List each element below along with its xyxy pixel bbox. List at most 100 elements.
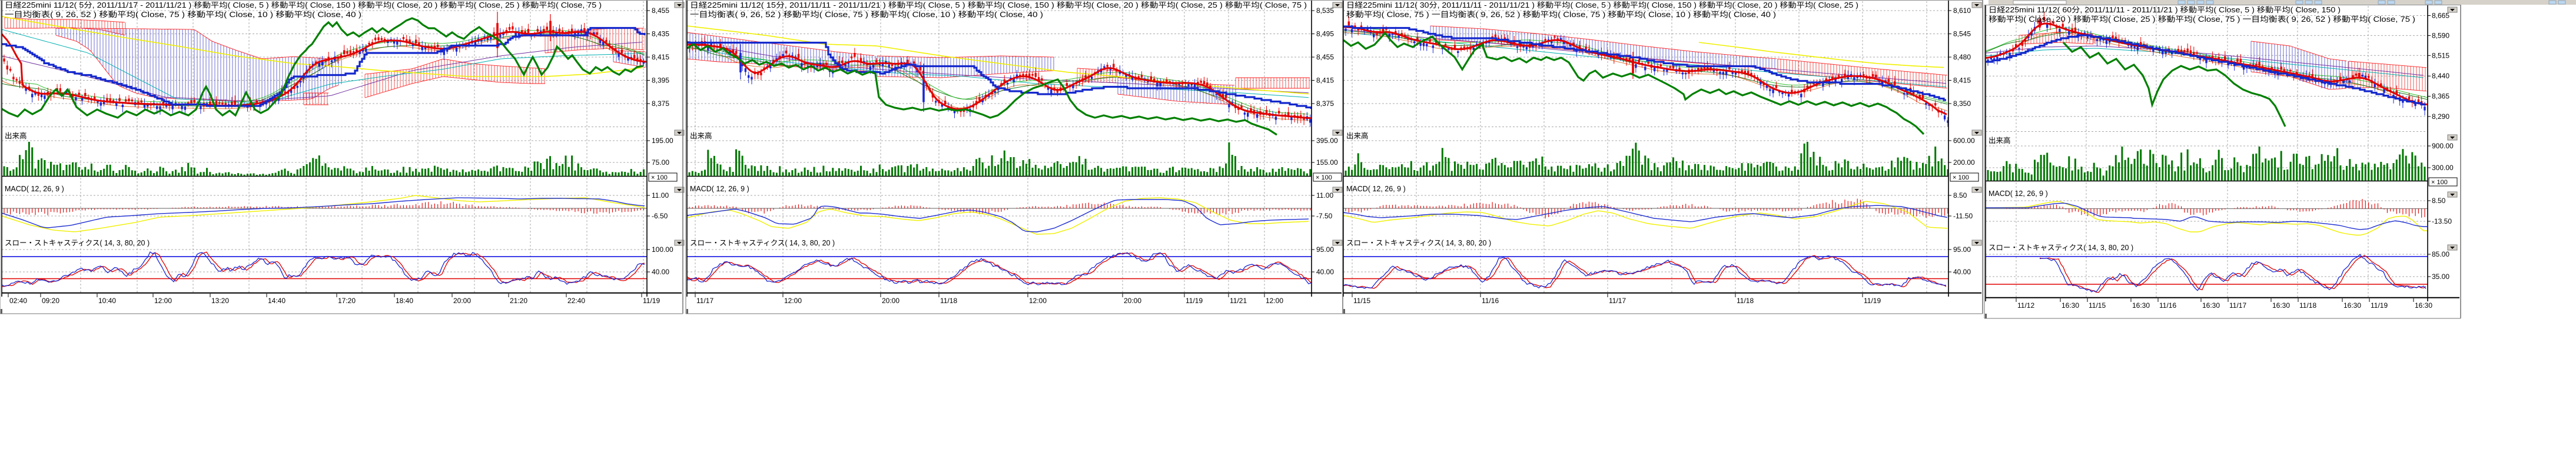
- svg-text:11/19: 11/19: [2371, 301, 2388, 310]
- svg-text:8,375: 8,375: [1316, 99, 1334, 108]
- svg-text:40.00: 40.00: [652, 268, 669, 276]
- svg-text:8,495: 8,495: [1316, 30, 1334, 38]
- svg-text:900.00: 900.00: [2432, 142, 2454, 150]
- svg-text:75.00: 75.00: [652, 158, 669, 167]
- svg-text:16:30: 16:30: [2343, 301, 2361, 310]
- svg-text:11/16: 11/16: [2159, 301, 2176, 310]
- svg-text:移動平均( Close, 20 ) 移動平均( Clos: 移動平均( Close, 20 ) 移動平均( Close, 25 ) 移動平均…: [1989, 15, 2415, 24]
- svg-text:× 100: × 100: [1316, 174, 1332, 181]
- svg-text:11/15: 11/15: [2089, 301, 2106, 310]
- svg-text:13:20: 13:20: [211, 297, 229, 305]
- svg-text:8,515: 8,515: [2432, 51, 2449, 59]
- svg-text:8,455: 8,455: [652, 6, 669, 15]
- svg-text:日経225mini 11/12( 5分, 2011/11/1: 日経225mini 11/12( 5分, 2011/11/17 - 2011/1…: [5, 1, 602, 9]
- svg-text:10:40: 10:40: [98, 297, 116, 305]
- svg-text:195.00: 195.00: [652, 137, 673, 145]
- svg-text:14:40: 14:40: [268, 297, 286, 305]
- svg-text:スロー・ストキャスティクス( 14, 3, 80, 20 ): スロー・ストキャスティクス( 14, 3, 80, 20 ): [1989, 244, 2133, 252]
- svg-text:02:40: 02:40: [9, 297, 27, 305]
- svg-text:11/19: 11/19: [1864, 297, 1881, 305]
- svg-text:MACD( 12, 26, 9 ): MACD( 12, 26, 9 ): [1346, 185, 1406, 193]
- svg-text:11/18: 11/18: [2299, 301, 2316, 310]
- svg-text:一目均衡表( 9, 26, 52 ) 移動平均( Clo: 一目均衡表( 9, 26, 52 ) 移動平均( Close, 75 ) 移動平…: [5, 11, 361, 19]
- svg-text:40.00: 40.00: [1316, 268, 1334, 276]
- svg-text:8,610: 8,610: [1953, 6, 1971, 15]
- svg-text:日経225mini 11/12( 60分, 2011/11/: 日経225mini 11/12( 60分, 2011/11/11 - 2011/…: [1989, 6, 2341, 14]
- svg-text:12:00: 12:00: [784, 297, 802, 305]
- svg-text:スロー・ストキャスティクス( 14, 3, 80, 20 ): スロー・ストキャスティクス( 14, 3, 80, 20 ): [1346, 239, 1491, 247]
- svg-text:8,590: 8,590: [2432, 31, 2449, 39]
- svg-text:-6.50: -6.50: [652, 212, 668, 220]
- svg-text:日経225mini 11/12( 15分, 2011/11/: 日経225mini 11/12( 15分, 2011/11/11 - 2011/…: [690, 1, 1307, 9]
- svg-text:11.00: 11.00: [652, 191, 669, 200]
- svg-text:8,435: 8,435: [652, 30, 669, 38]
- svg-text:16:30: 16:30: [2132, 301, 2150, 310]
- svg-text:11/16: 11/16: [1482, 297, 1499, 305]
- svg-text:40.00: 40.00: [1953, 268, 1971, 276]
- svg-text:11/19: 11/19: [643, 297, 660, 305]
- svg-text:21:20: 21:20: [510, 297, 527, 305]
- svg-text:20:00: 20:00: [453, 297, 471, 305]
- svg-text:09:20: 09:20: [42, 297, 59, 305]
- svg-text:一目均衡表( 9, 26, 52 ) 移動平均( Clo: 一目均衡表( 9, 26, 52 ) 移動平均( Close, 75 ) 移動平…: [690, 11, 1043, 19]
- svg-text:11/17: 11/17: [1609, 297, 1626, 305]
- svg-text:8,455: 8,455: [1316, 53, 1334, 61]
- svg-text:17:20: 17:20: [338, 297, 356, 305]
- svg-text:11.00: 11.00: [1316, 191, 1333, 200]
- svg-text:スロー・ストキャスティクス( 14, 3, 80, 20 ): スロー・ストキャスティクス( 14, 3, 80, 20 ): [5, 239, 150, 247]
- svg-text:8,440: 8,440: [2432, 72, 2449, 80]
- svg-text:11/19: 11/19: [1186, 297, 1203, 305]
- svg-text:20:00: 20:00: [882, 297, 899, 305]
- svg-text:35.00: 35.00: [2432, 272, 2449, 281]
- svg-text:11/18: 11/18: [940, 297, 957, 305]
- svg-text:16:30: 16:30: [2202, 301, 2220, 310]
- svg-text:8,415: 8,415: [1316, 77, 1334, 85]
- svg-text:× 100: × 100: [1953, 174, 1969, 181]
- svg-text:-11.50: -11.50: [1953, 212, 1973, 220]
- svg-text:出来高: 出来高: [1989, 136, 2011, 145]
- svg-text:16:30: 16:30: [2272, 301, 2290, 310]
- svg-text:11/21: 11/21: [1230, 297, 1247, 305]
- svg-text:11/17: 11/17: [2229, 301, 2246, 310]
- svg-text:-7.50: -7.50: [1316, 212, 1333, 220]
- svg-text:11/12: 11/12: [2017, 301, 2034, 310]
- svg-text:22:40: 22:40: [567, 297, 585, 305]
- svg-text:-13.50: -13.50: [2432, 217, 2452, 225]
- svg-text:8,350: 8,350: [1953, 99, 1971, 108]
- svg-text:日経225mini 11/12( 30分, 2011/11/: 日経225mini 11/12( 30分, 2011/11/11 - 2011/…: [1346, 1, 1858, 9]
- svg-text:300.00: 300.00: [2432, 164, 2454, 172]
- svg-text:8,545: 8,545: [1953, 30, 1971, 38]
- svg-text:MACD( 12, 26, 9 ): MACD( 12, 26, 9 ): [5, 185, 64, 193]
- svg-text:8,375: 8,375: [652, 99, 669, 108]
- svg-text:11/18: 11/18: [1737, 297, 1754, 305]
- svg-text:8,365: 8,365: [2432, 92, 2449, 101]
- svg-text:11/15: 11/15: [1353, 297, 1370, 305]
- svg-text:85.00: 85.00: [2432, 250, 2449, 258]
- svg-text:× 100: × 100: [2431, 179, 2448, 186]
- svg-text:8.50: 8.50: [2432, 197, 2446, 205]
- svg-text:11/17: 11/17: [696, 297, 713, 305]
- svg-text:12:00: 12:00: [154, 297, 172, 305]
- svg-text:18:40: 18:40: [396, 297, 413, 305]
- svg-text:8,415: 8,415: [652, 53, 669, 61]
- svg-text:8,415: 8,415: [1953, 77, 1971, 85]
- svg-text:16:30: 16:30: [2415, 301, 2432, 310]
- svg-text:8,480: 8,480: [1953, 53, 1971, 61]
- svg-text:12:00: 12:00: [1266, 297, 1283, 305]
- svg-text:95.00: 95.00: [1316, 245, 1334, 254]
- svg-text:× 100: × 100: [651, 174, 668, 181]
- svg-text:MACD( 12, 26, 9 ): MACD( 12, 26, 9 ): [1989, 190, 2048, 198]
- svg-text:155.00: 155.00: [1316, 158, 1338, 167]
- svg-text:移動平均( Close, 75 ) 一目均衡表( 9,: 移動平均( Close, 75 ) 一目均衡表( 9, 26, 52 ) 移動平…: [1346, 11, 1776, 19]
- svg-text:スロー・ストキャスティクス( 14, 3, 80, 20 ): スロー・ストキャスティクス( 14, 3, 80, 20 ): [690, 239, 835, 247]
- svg-text:95.00: 95.00: [1953, 245, 1971, 254]
- svg-text:12:00: 12:00: [1029, 297, 1047, 305]
- svg-text:395.00: 395.00: [1316, 137, 1338, 145]
- svg-text:200.00: 200.00: [1953, 158, 1975, 167]
- svg-text:20:00: 20:00: [1124, 297, 1141, 305]
- svg-text:100.00: 100.00: [652, 245, 673, 254]
- svg-text:8,395: 8,395: [652, 77, 669, 85]
- svg-text:8,535: 8,535: [1316, 6, 1334, 15]
- svg-text:MACD( 12, 26, 9 ): MACD( 12, 26, 9 ): [690, 185, 749, 193]
- svg-text:出来高: 出来高: [690, 131, 712, 140]
